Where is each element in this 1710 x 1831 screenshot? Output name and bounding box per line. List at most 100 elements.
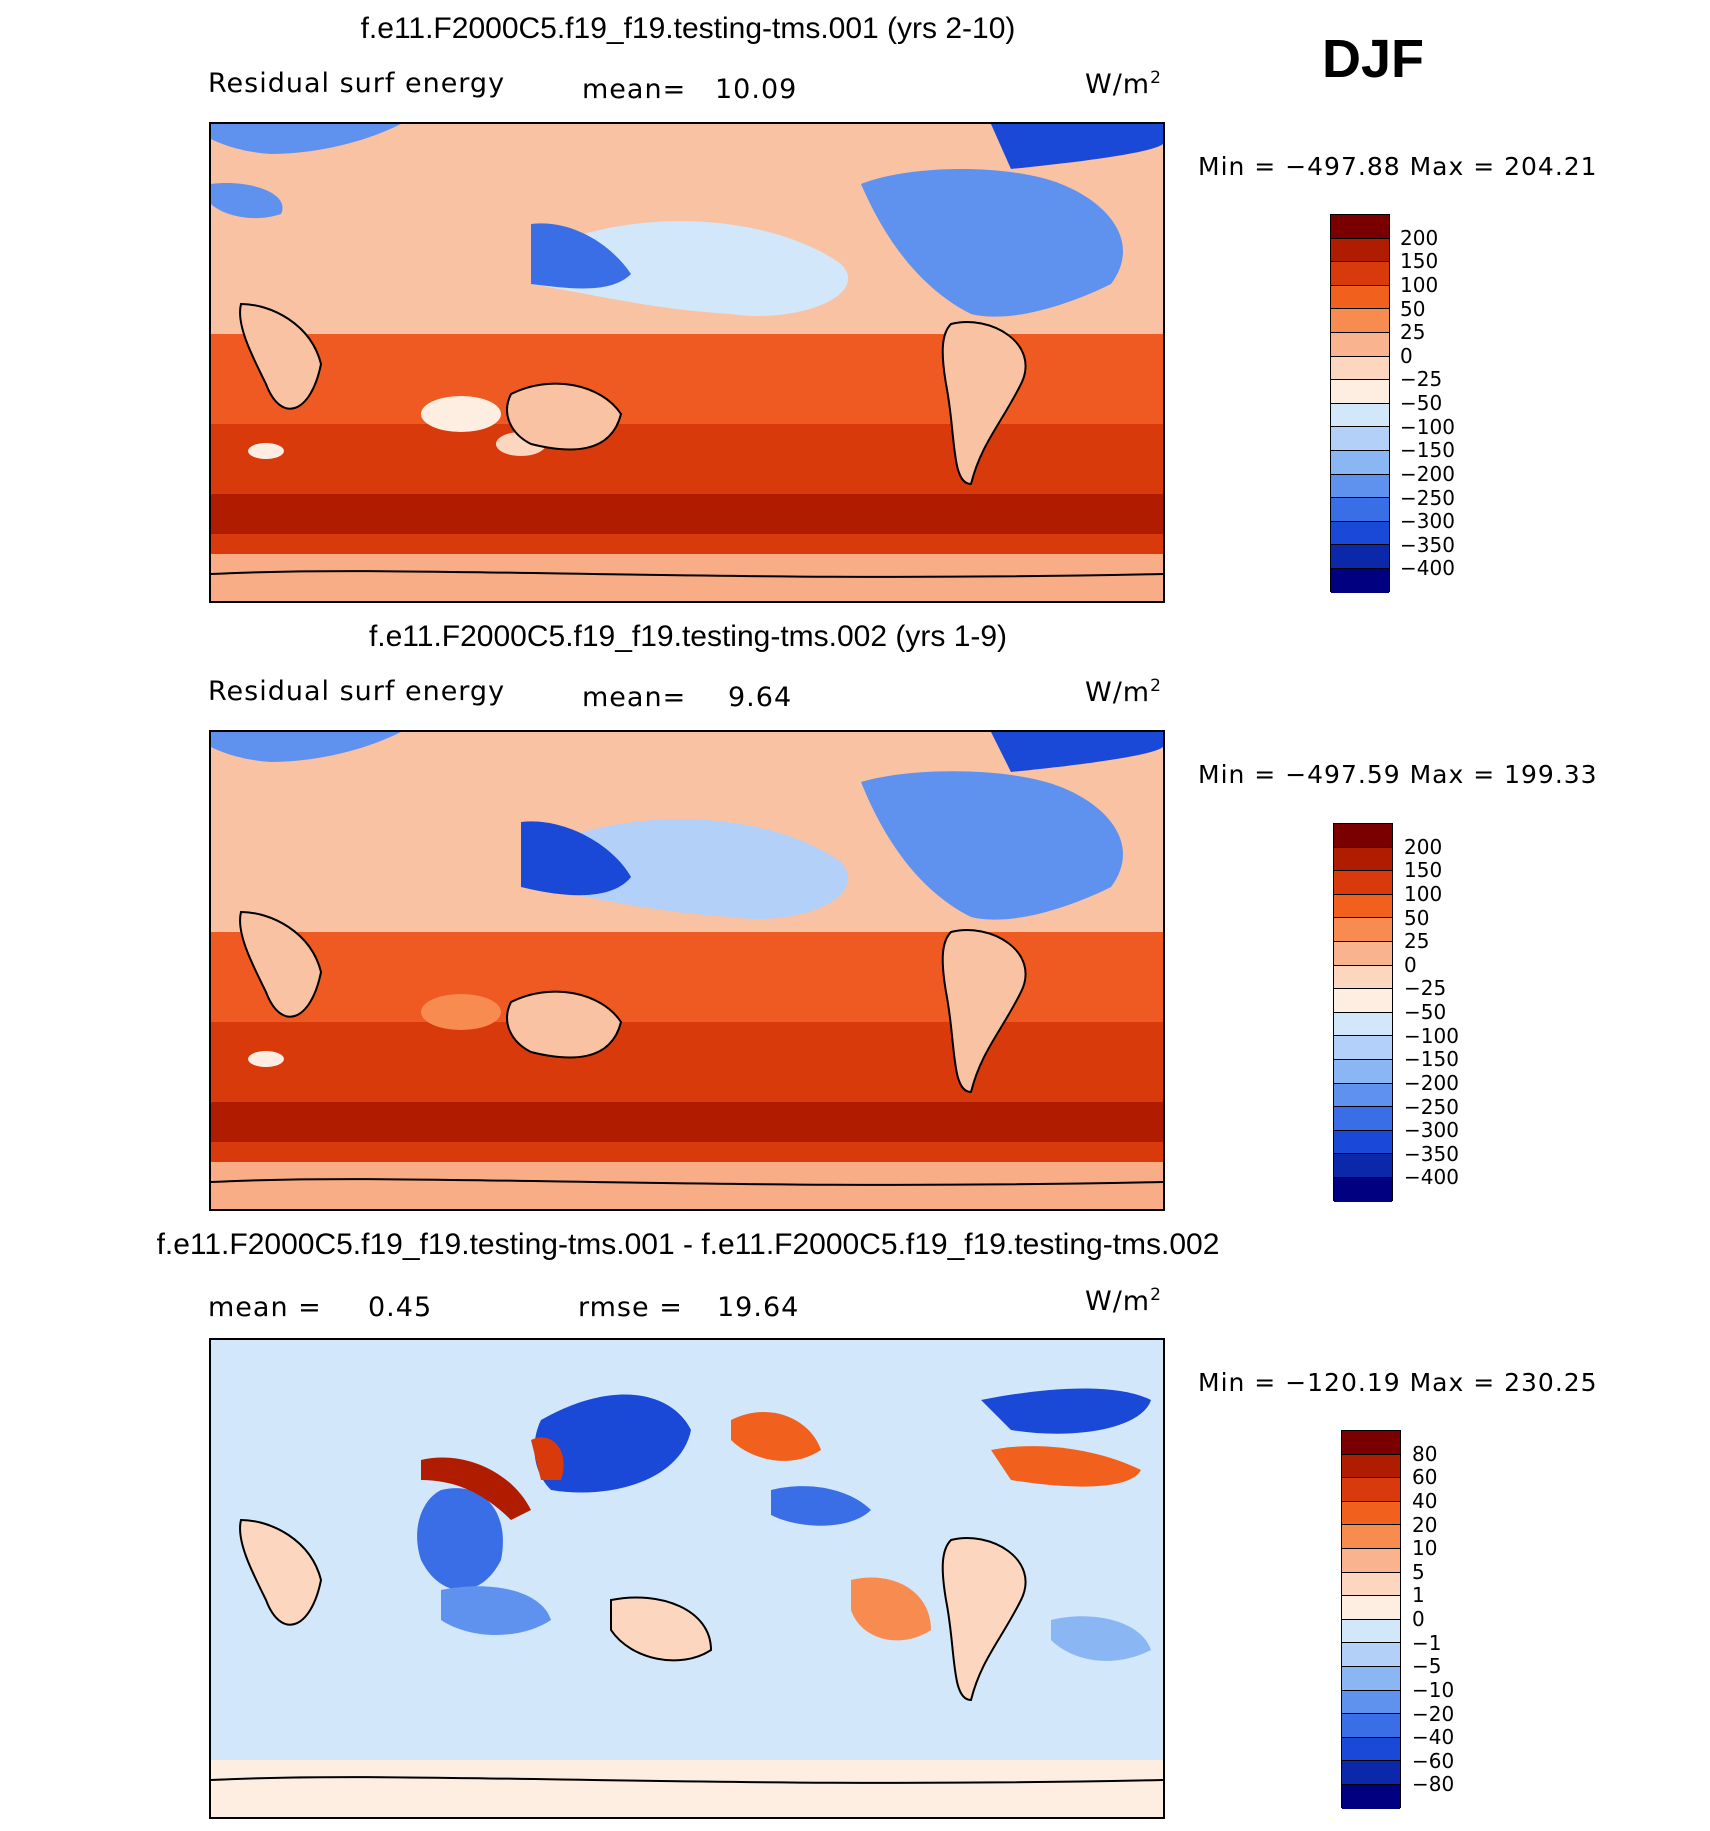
- colorbar-tick-label: −150: [1400, 438, 1455, 463]
- panel3-swatch: [1342, 1690, 1400, 1715]
- colorbar-tick-label: −25: [1404, 976, 1447, 1001]
- panel2-minmax: Min = −497.59 Max = 199.33: [1198, 760, 1598, 789]
- panel1-mean-value: 10.09: [715, 74, 798, 105]
- panel2-swatch: [1334, 965, 1392, 990]
- panel1-title: f.e11.F2000C5.f19_f19.testing-tms.001 (y…: [360, 12, 1016, 45]
- panel1-swatch: [1331, 285, 1389, 310]
- panel3-rmse-value: 19.64: [717, 1292, 800, 1323]
- panel3-ticks: 80 60 40 20 10 5 1 0 −1 −5 −10 −20 −40 −…: [1412, 1430, 1532, 1808]
- colorbar-tick-label: 150: [1404, 858, 1443, 883]
- panel1-swatch: [1331, 498, 1389, 522]
- panel2-variable: Residual surf energy: [208, 676, 506, 707]
- panel2-swatch: [1334, 989, 1392, 1013]
- panel1-mean-label: mean=: [582, 74, 687, 105]
- colorbar-tick-label: −20: [1412, 1701, 1455, 1726]
- colorbar-tick-label: −1: [1412, 1630, 1442, 1655]
- colorbar-tick-label: 150: [1400, 249, 1439, 274]
- panel2-swatch: [1334, 1012, 1392, 1037]
- colorbar-tick-label: −80: [1412, 1772, 1455, 1797]
- panel1-swatch: [1331, 450, 1389, 475]
- panel3-swatch: [1342, 1784, 1400, 1809]
- panel2-swatch: [1334, 1154, 1392, 1178]
- colorbar-tick-label: 0: [1404, 952, 1417, 977]
- colorbar-tick-label: 100: [1404, 881, 1443, 906]
- panel1-units: W/m2: [1085, 68, 1162, 100]
- panel3-swatch: [1342, 1761, 1400, 1785]
- panel2-swatch: [1334, 824, 1392, 848]
- panel2-mean-value: 9.64: [728, 682, 793, 713]
- panel1-swatch: [1331, 474, 1389, 499]
- colorbar-tick-label: −250: [1404, 1094, 1459, 1119]
- colorbar-tick-label: −100: [1400, 414, 1455, 439]
- colorbar-tick-label: 25: [1404, 929, 1430, 954]
- panel3-colorbar: [1341, 1430, 1401, 1809]
- panel1-swatch: [1331, 215, 1389, 239]
- colorbar-tick-label: −25: [1400, 367, 1443, 392]
- panel2-field: [211, 732, 1163, 1209]
- panel3-swatch: [1342, 1572, 1400, 1597]
- panel3-swatch: [1342, 1714, 1400, 1738]
- panel3-swatch: [1342, 1454, 1400, 1479]
- panel3-swatch: [1342, 1737, 1400, 1762]
- colorbar-tick-label: 0: [1400, 343, 1413, 368]
- panel1-field: [211, 124, 1163, 601]
- colorbar-tick-label: −60: [1412, 1748, 1455, 1773]
- panel3-swatch: [1342, 1619, 1400, 1644]
- colorbar-tick-label: 200: [1404, 834, 1443, 859]
- panel2-swatch: [1334, 941, 1392, 966]
- colorbar-tick-label: −10: [1412, 1677, 1455, 1702]
- panel1-swatch: [1331, 568, 1389, 593]
- colorbar-tick-label: 50: [1404, 905, 1430, 930]
- panel2-swatch: [1334, 871, 1392, 895]
- panel2-swatch: [1334, 1036, 1392, 1060]
- colorbar-tick-label: 60: [1412, 1465, 1438, 1490]
- colorbar-tick-label: −350: [1400, 532, 1455, 557]
- colorbar-tick-label: 40: [1412, 1488, 1438, 1513]
- panel3-swatch: [1342, 1596, 1400, 1620]
- panel2-swatch: [1334, 1083, 1392, 1108]
- colorbar-tick-label: −150: [1404, 1047, 1459, 1072]
- panel3-swatch: [1342, 1643, 1400, 1667]
- panel1-swatch: [1331, 238, 1389, 263]
- panel3-swatch: [1342, 1478, 1400, 1502]
- colorbar-tick-label: 0: [1412, 1607, 1425, 1631]
- colorbar-tick-label: −5: [1412, 1654, 1442, 1679]
- panel1-swatch: [1331, 427, 1389, 451]
- panel3-title: f.e11.F2000C5.f19_f19.testing-tms.001 - …: [156, 1228, 1220, 1261]
- panel1-colorbar: [1330, 214, 1390, 593]
- panel3-swatch: [1342, 1501, 1400, 1526]
- panel1-swatch: [1331, 521, 1389, 546]
- panel1-swatch: [1331, 262, 1389, 286]
- colorbar-tick-label: −350: [1404, 1141, 1459, 1166]
- colorbar-tick-label: −40: [1412, 1725, 1455, 1750]
- panel2-title: f.e11.F2000C5.f19_f19.testing-tms.002 (y…: [368, 620, 1008, 653]
- panel3-minmax: Min = −120.19 Max = 230.25: [1198, 1368, 1598, 1397]
- colorbar-tick-label: −100: [1404, 1023, 1459, 1048]
- panel2-swatch: [1334, 918, 1392, 942]
- panel2-mean-label: mean=: [582, 682, 687, 713]
- colorbar-tick-label: 20: [1412, 1512, 1438, 1537]
- colorbar-tick-label: −250: [1400, 485, 1455, 510]
- colorbar-tick-label: −300: [1400, 509, 1455, 534]
- panel3-units: W/m2: [1085, 1285, 1162, 1317]
- panel3-map: [209, 1338, 1165, 1819]
- panel3-swatch: [1342, 1666, 1400, 1691]
- panel3-swatch: [1342, 1431, 1400, 1455]
- colorbar-tick-label: 5: [1412, 1559, 1425, 1584]
- colorbar-tick-label: 50: [1400, 296, 1426, 321]
- panel1-minmax: Min = −497.88 Max = 204.21: [1198, 152, 1598, 181]
- panel2-swatch: [1334, 847, 1392, 872]
- panel2-ticks: 200 150 100 50 25 0 −25 −50 −100 −150 −2…: [1404, 823, 1524, 1201]
- colorbar-tick-label: −300: [1404, 1118, 1459, 1143]
- colorbar-tick-label: −200: [1404, 1070, 1459, 1095]
- colorbar-tick-label: 10: [1412, 1536, 1438, 1561]
- panel1-swatch: [1331, 332, 1389, 357]
- season-label: DJF: [1322, 29, 1425, 89]
- colorbar-tick-label: −200: [1400, 461, 1455, 486]
- panel2-colorbar: [1333, 823, 1393, 1202]
- panel3-mean-label: mean =: [208, 1292, 322, 1323]
- panel3-swatch: [1342, 1525, 1400, 1549]
- colorbar-tick-label: 1: [1412, 1583, 1425, 1608]
- panel2-swatch: [1334, 894, 1392, 919]
- panel1-map: [209, 122, 1165, 603]
